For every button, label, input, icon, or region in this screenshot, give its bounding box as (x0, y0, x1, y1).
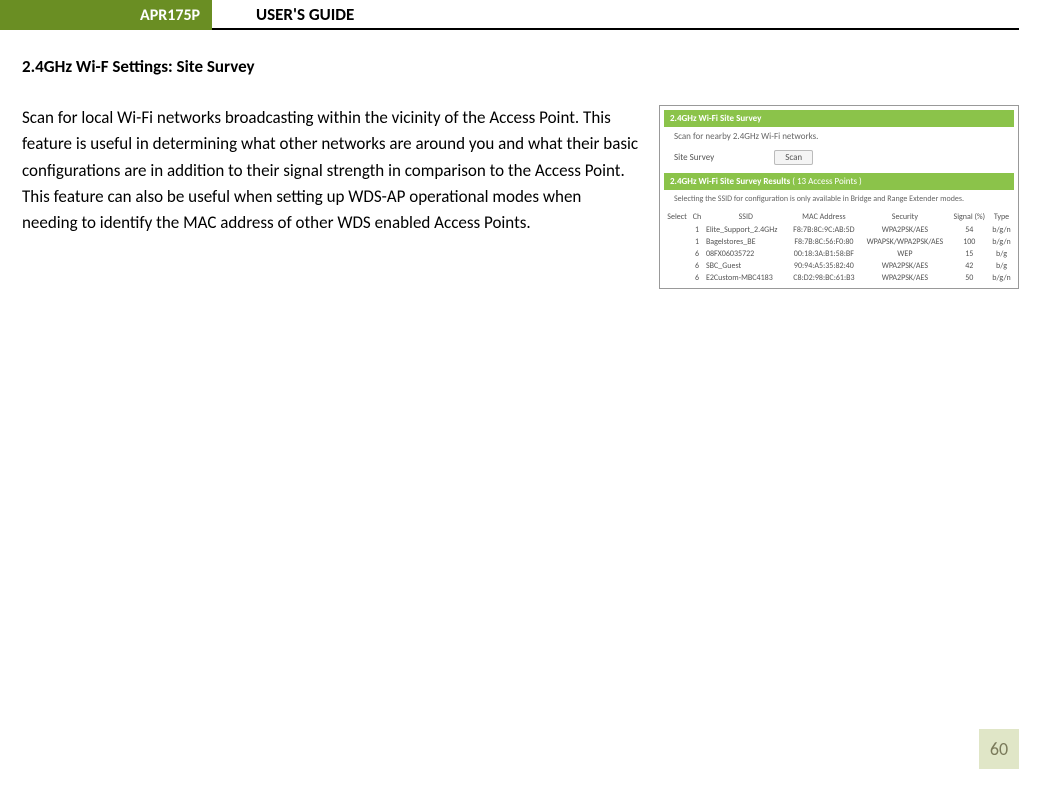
ss-results-header: 2.4GHz Wi-Fi Site Survey Results ( 13 Ac… (664, 173, 1014, 190)
table-cell: 50 (950, 272, 989, 284)
col-mac: MAC Address (788, 210, 861, 224)
page-number-badge: 60 (979, 729, 1019, 769)
table-row: 6E2Custom-MBC4183C8:D2:98:BC:61:B3WPA2PS… (664, 272, 1014, 284)
product-badge: APR175P (0, 0, 212, 30)
section-heading: 2.4GHz Wi-F Settings: Site Survey (22, 56, 1019, 77)
ss-site-survey-label: Site Survey (674, 152, 714, 163)
table-row: 1Bagelstores_BEF8:7B:8C:56:F0:80WPAPSK/W… (664, 236, 1014, 248)
table-cell (664, 224, 690, 236)
col-ch: Ch (690, 210, 704, 224)
table-cell: 6 (690, 272, 704, 284)
table-cell: SBC_Guest (704, 260, 788, 272)
table-row: 608FX0603572200:18:3A:B1:58:BFWEP15b/g (664, 248, 1014, 260)
ss-results-table: Select Ch SSID MAC Address Security Sign… (664, 210, 1014, 284)
col-type: Type (989, 210, 1014, 224)
two-column-layout: Scan for local Wi-Fi networks broadcasti… (22, 105, 1019, 289)
table-cell: 1 (690, 236, 704, 248)
table-cell (664, 236, 690, 248)
table-cell: 6 (690, 248, 704, 260)
table-cell: E2Custom-MBC4183 (704, 272, 788, 284)
table-row: 1Elite_Support_2.4GHzF8:7B:8C:9C:AB:5DWP… (664, 224, 1014, 236)
ss-panel1-header: 2.4GHz Wi-Fi Site Survey (664, 110, 1014, 127)
table-cell: WPA2PSK/AES (860, 260, 949, 272)
table-cell: C8:D2:98:BC:61:B3 (788, 272, 861, 284)
table-cell: F8:7B:8C:56:F0:80 (788, 236, 861, 248)
ss-scan-row: Site Survey Scan (664, 148, 1014, 173)
scan-button[interactable]: Scan (774, 150, 813, 165)
embedded-screenshot: 2.4GHz Wi-Fi Site Survey Scan for nearby… (659, 105, 1019, 289)
table-cell (664, 260, 690, 272)
table-cell: b/g (989, 260, 1014, 272)
table-cell: 00:18:3A:B1:58:BF (788, 248, 861, 260)
table-cell: WPAPSK/WPA2PSK/AES (860, 236, 949, 248)
col-signal: Signal (%) (950, 210, 989, 224)
table-cell: WPA2PSK/AES (860, 272, 949, 284)
table-cell: b/g/n (989, 272, 1014, 284)
col-select: Select (664, 210, 690, 224)
table-cell: 42 (950, 260, 989, 272)
page-header: APR175P USER'S GUIDE (0, 0, 1019, 30)
ss-results-note: Selecting the SSID for configuration is … (664, 190, 1014, 210)
table-cell (664, 248, 690, 260)
table-cell: Elite_Support_2.4GHz (704, 224, 788, 236)
col-security: Security (860, 210, 949, 224)
table-cell: b/g/n (989, 224, 1014, 236)
table-cell: Bagelstores_BE (704, 236, 788, 248)
col-ssid: SSID (704, 210, 788, 224)
table-cell: 15 (950, 248, 989, 260)
table-header-row: Select Ch SSID MAC Address Security Sign… (664, 210, 1014, 224)
table-cell (664, 272, 690, 284)
table-cell: WEP (860, 248, 949, 260)
table-cell: F8:7B:8C:9C:AB:5D (788, 224, 861, 236)
ss-panel1-subtext: Scan for nearby 2.4GHz Wi-Fi networks. (664, 127, 1014, 148)
table-cell: 08FX06035722 (704, 248, 788, 260)
table-cell: 1 (690, 224, 704, 236)
body-paragraph: Scan for local Wi-Fi networks broadcasti… (22, 105, 639, 237)
table-cell: 54 (950, 224, 989, 236)
doc-title: USER'S GUIDE (256, 4, 354, 25)
ss-results-title: 2.4GHz Wi-Fi Site Survey Results (670, 176, 790, 187)
table-cell: b/g (989, 248, 1014, 260)
table-cell: 100 (950, 236, 989, 248)
table-cell: b/g/n (989, 236, 1014, 248)
table-cell: WPA2PSK/AES (860, 224, 949, 236)
table-cell: 90:94:A5:35:82:40 (788, 260, 861, 272)
ss-results-count: ( 13 Access Points ) (792, 176, 862, 187)
page-content: 2.4GHz Wi-F Settings: Site Survey Scan f… (0, 30, 1041, 289)
table-row: 6SBC_Guest90:94:A5:35:82:40WPA2PSK/AES42… (664, 260, 1014, 272)
table-cell: 6 (690, 260, 704, 272)
